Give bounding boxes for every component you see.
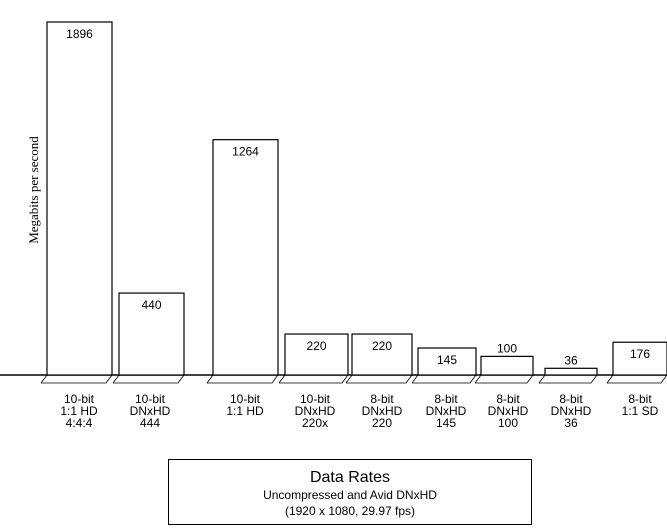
value-label-9: 176	[630, 347, 650, 361]
bar-base-7	[474, 374, 534, 384]
bar-7	[480, 355, 534, 376]
category-label-5: 8-bit DNxHD 220	[362, 392, 403, 430]
value-label-7: 100	[497, 341, 517, 355]
value-labels-group: 1896 440 1264 220 220 145 100 36 176	[66, 27, 650, 367]
y-axis-label: Megabits per second	[26, 136, 41, 244]
bar-chart: Megabits per second 1896 440 1264 220 220 145…	[0, 21, 667, 430]
caption-resolution: (1920 x 1080, 29.97 fps)	[284, 504, 416, 518]
bar-4	[284, 333, 349, 376]
category-label-4: 10-bit DNxHD 220x	[295, 392, 336, 430]
caption-title: Data Rates	[309, 469, 391, 486]
category-label-8: 8-bit DNxHD 36	[551, 392, 592, 430]
bar-base-8	[538, 374, 598, 384]
bar-base-6	[411, 374, 477, 384]
chart-caption-box: Data Rates Uncompressed and Avid DNxHD (…	[168, 459, 532, 525]
bar-base-2	[112, 374, 185, 384]
bar-base-9	[606, 374, 667, 384]
category-label-2: 10-bit DNxHD 444	[130, 392, 171, 430]
bar-base-5	[345, 374, 413, 384]
caption-subtitle: Uncompressed and Avid DNxHD	[263, 488, 437, 502]
bar-base-3	[206, 374, 279, 384]
bar-base-1	[40, 374, 113, 384]
category-label-9: 8-bit 1:1 SD	[622, 392, 659, 418]
value-label-6: 145	[437, 353, 457, 367]
category-labels-group: 10-bit 1:1 HD 4:4:4 10-bit DNxHD 444 10-bit 1:1…	[60, 392, 658, 430]
bar-1	[46, 21, 113, 376]
value-label-1: 1896	[66, 27, 93, 41]
category-label-1: 10-bit 1:1 HD 4:4:4	[60, 392, 98, 430]
value-label-8: 36	[564, 353, 578, 367]
value-label-4: 220	[306, 339, 326, 353]
category-label-6: 8-bit DNxHD 145	[426, 392, 467, 430]
value-label-2: 440	[141, 298, 161, 312]
bars-group	[40, 21, 667, 384]
category-label-3: 10-bit 1:1 HD	[226, 392, 264, 418]
bar-8	[544, 367, 598, 376]
bar-3	[212, 139, 279, 376]
value-label-3: 1264	[232, 145, 259, 159]
value-label-5: 220	[372, 339, 392, 353]
bar-base-4	[278, 374, 349, 384]
bar-9	[612, 341, 667, 376]
category-label-7: 8-bit DNxHD 100	[488, 392, 529, 430]
